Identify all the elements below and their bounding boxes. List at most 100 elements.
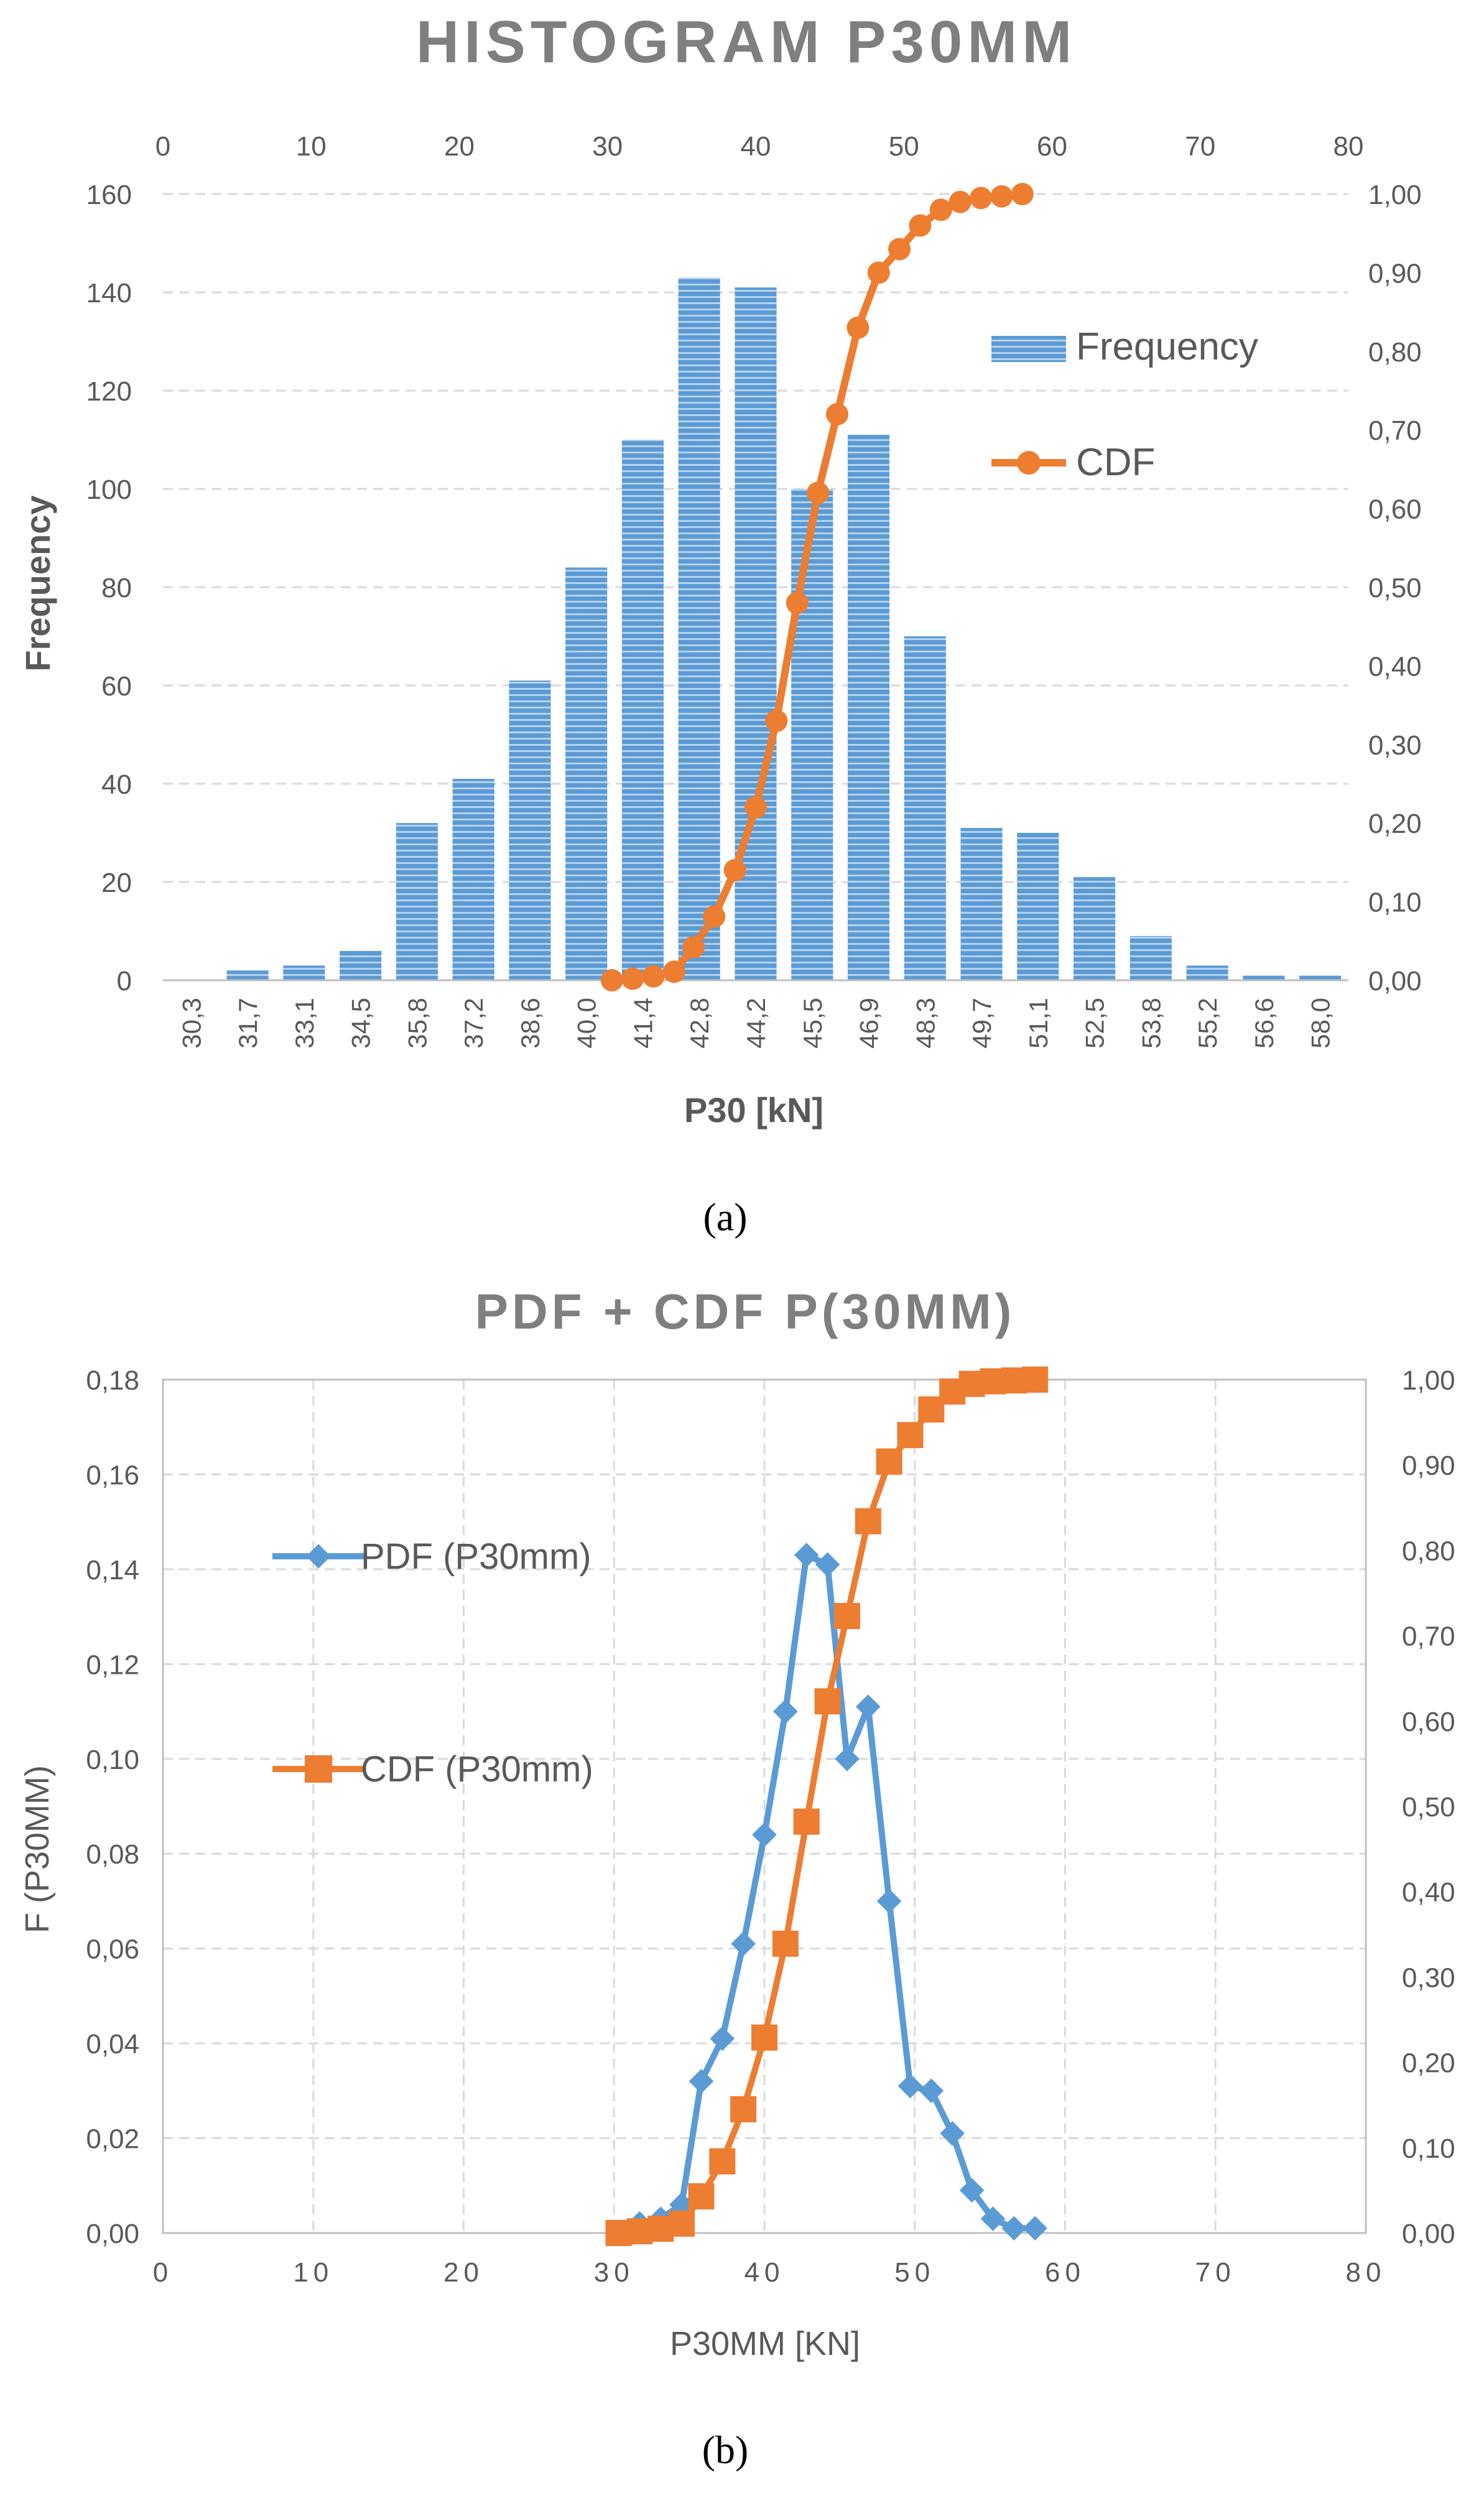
pdf-point <box>940 2121 965 2146</box>
histogram-bar <box>565 567 608 980</box>
cdf-point <box>669 2210 695 2237</box>
pdf-cdf-left-axis: 0,00 0,02 0,04 0,06 0,08 0,10 0,12 0,14 0,16 0,18 <box>86 1365 139 2249</box>
cdf-point <box>833 1603 860 1630</box>
legend-cdf2-label: CDF (P30mm) <box>361 1749 593 1790</box>
cdf-point <box>772 1930 799 1957</box>
cdf-point <box>709 2148 736 2175</box>
right-tick-label: 0,00 <box>1402 2219 1455 2249</box>
histogram-title: HISTOGRAM P30MM <box>416 9 1077 75</box>
y-tick-label: 80 <box>101 573 132 603</box>
histogram-bar <box>396 823 438 980</box>
pdf-cdf-x-axis-label: P30MM [KN] <box>670 2325 860 2362</box>
right-tick-label: 0,70 <box>1368 416 1422 446</box>
histogram-cdf-line <box>600 183 1034 991</box>
pdf-cdf-legend: PDF (P30mm) CDF (P30mm) <box>272 1536 593 1790</box>
y-tick-label: 0,12 <box>86 1650 139 1680</box>
right-tick-label: 0,20 <box>1402 2048 1455 2079</box>
pdf-point <box>773 1699 798 1724</box>
category-tick-label: 40,0 <box>572 998 601 1049</box>
cdf-point <box>688 2183 715 2210</box>
histogram-bar <box>1186 965 1228 980</box>
right-tick-label: 0,30 <box>1368 730 1422 761</box>
cdf-point <box>948 190 972 213</box>
top-tick-label: 40 <box>741 131 771 162</box>
y-tick-label: 0,16 <box>86 1460 139 1490</box>
right-tick-label: 0,30 <box>1402 1962 1455 1993</box>
histogram-left-axis: 0 20 40 60 80 100 120 140 160 <box>86 180 132 996</box>
top-tick-label: 30 <box>592 131 623 162</box>
right-tick-label: 0,80 <box>1402 1536 1455 1566</box>
cdf-series-line <box>618 1376 1036 2236</box>
category-tick-label: 51,1 <box>1024 998 1053 1049</box>
cdf-point <box>846 316 870 339</box>
y-tick-label: 120 <box>86 376 132 407</box>
pdf-series-line <box>617 1552 1036 2236</box>
pdf-point <box>876 1888 902 1914</box>
legend-frequency-label: Frequency <box>1076 325 1258 368</box>
cdf-point <box>814 1688 841 1715</box>
right-tick-label: 0,60 <box>1402 1707 1455 1737</box>
pdf-cdf-title: PDF + CDF P(30MM) <box>475 1284 1016 1339</box>
right-tick-label: 0,00 <box>1368 966 1422 996</box>
histogram-bar <box>847 435 890 980</box>
cdf-point <box>642 965 665 988</box>
histogram-gridlines <box>163 193 1348 982</box>
pdf-cdf-y-axis-label: F (P30MM) <box>19 1765 56 1933</box>
y-tick-label: 160 <box>86 180 132 210</box>
x-tick-label: 0 <box>153 2257 173 2288</box>
panel-label-a: (a) <box>703 1195 747 1239</box>
x-tick-label: 70 <box>1195 2257 1236 2288</box>
right-tick-label: 0,40 <box>1368 651 1422 682</box>
cdf-point <box>730 2096 757 2123</box>
cdf-point <box>876 1448 902 1475</box>
x-tick-label: 40 <box>744 2257 785 2288</box>
histogram-bar <box>1129 935 1172 980</box>
right-tick-label: 0,20 <box>1368 809 1422 839</box>
right-tick-label: 0,10 <box>1368 888 1422 918</box>
right-tick-label: 0,40 <box>1402 1877 1455 1908</box>
right-tick-label: 1,00 <box>1402 1365 1455 1396</box>
pdf-point <box>731 1931 756 1956</box>
cdf-point <box>600 969 623 991</box>
x-tick-label: 10 <box>293 2257 333 2288</box>
histogram-top-axis: 0 10 20 30 40 50 60 70 80 <box>155 131 1364 162</box>
cdf-point <box>888 238 911 261</box>
category-tick-label: 58,0 <box>1306 998 1335 1049</box>
pdf-point <box>919 2078 944 2104</box>
y-tick-label: 0,02 <box>86 2124 139 2155</box>
histogram-bar <box>1017 833 1059 980</box>
x-tick-label: 50 <box>894 2257 935 2288</box>
category-tick-label: 55,2 <box>1193 998 1222 1049</box>
legend-pdf-marker <box>306 1544 331 1569</box>
cdf-point <box>807 481 830 504</box>
category-tick-label: 33,1 <box>290 998 319 1049</box>
histogram-bar <box>340 950 382 980</box>
legend-cdf-label: CDF <box>1076 441 1155 484</box>
cdf-point <box>826 402 849 425</box>
top-tick-label: 0 <box>155 131 170 162</box>
panel-label-b: (b) <box>702 2428 749 2472</box>
right-tick-label: 0,60 <box>1368 494 1422 525</box>
cdf-point <box>855 1508 881 1534</box>
cdf-point <box>682 935 705 959</box>
cdf-point <box>621 967 644 990</box>
right-tick-label: 0,50 <box>1402 1792 1455 1822</box>
histogram-bar <box>452 779 494 980</box>
category-tick-label: 41,4 <box>628 998 657 1049</box>
legend-cdf2-marker <box>305 1755 332 1783</box>
cdf-line <box>605 1367 1049 2246</box>
right-tick-label: 0,50 <box>1368 573 1422 603</box>
category-tick-label: 48,3 <box>911 998 940 1049</box>
y-tick-label: 0,08 <box>86 1839 139 1870</box>
cdf-point <box>786 592 809 615</box>
cdf-point <box>662 960 685 983</box>
category-tick-label: 56,6 <box>1250 998 1279 1049</box>
cdf-point <box>929 198 952 221</box>
histogram-bar <box>791 489 833 980</box>
cdf-point <box>744 796 767 819</box>
histogram-bar <box>1299 975 1342 980</box>
y-tick-label: 0,00 <box>86 2219 139 2249</box>
cdf-point <box>1022 1367 1049 1393</box>
cdf-point <box>751 2024 777 2051</box>
